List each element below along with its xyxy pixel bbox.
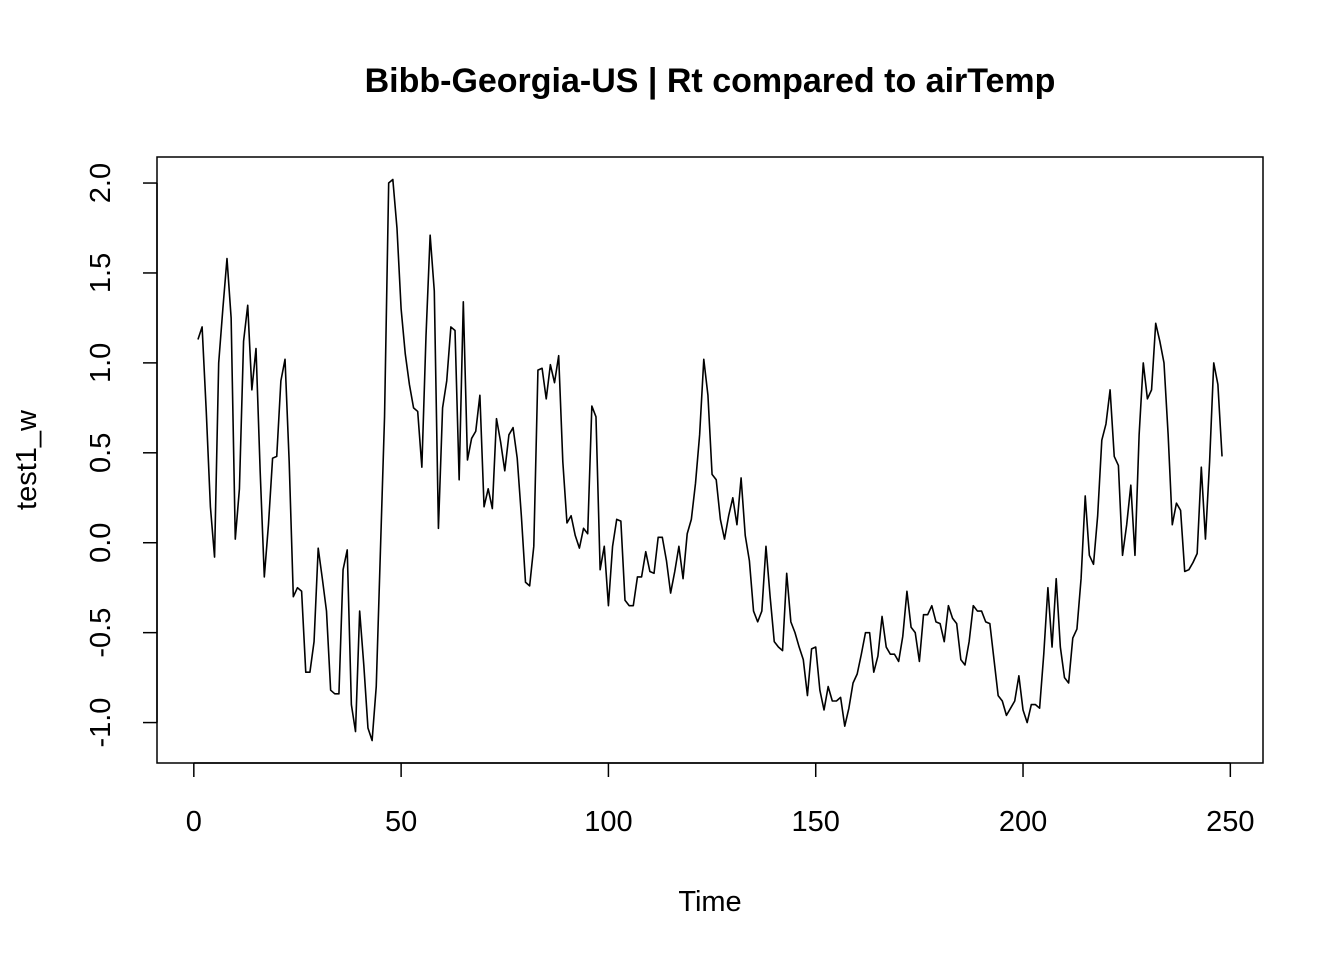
series-line [197,178,1223,742]
chart-title: Bibb-Georgia-US | Rt compared to airTemp [365,62,1056,100]
x-tick-label: 100 [584,806,632,838]
y-tick-label: 0.0 [85,523,117,563]
x-axis: 0 50 100 150 200 250 [186,762,1255,838]
y-tick-label: 1.0 [85,343,117,383]
y-tick-label: 2.0 [85,163,117,203]
x-tick-label: 250 [1206,806,1254,838]
y-tick-label: -1.0 [85,698,117,748]
y-axis: -1.0 -0.5 0.0 0.5 1.0 1.5 2.0 [85,163,158,748]
y-tick-label: 0.5 [85,433,117,473]
x-tick-label: 50 [385,806,417,838]
x-axis-label: Time [678,886,741,918]
plot-frame [156,156,1264,764]
y-tick-label: 1.5 [85,253,117,293]
y-axis-label: test1_w [11,409,43,510]
x-tick-label: 150 [792,806,840,838]
x-tick-label: 200 [999,806,1047,838]
y-tick-label: -0.5 [85,608,117,658]
x-tick-label: 0 [186,806,202,838]
